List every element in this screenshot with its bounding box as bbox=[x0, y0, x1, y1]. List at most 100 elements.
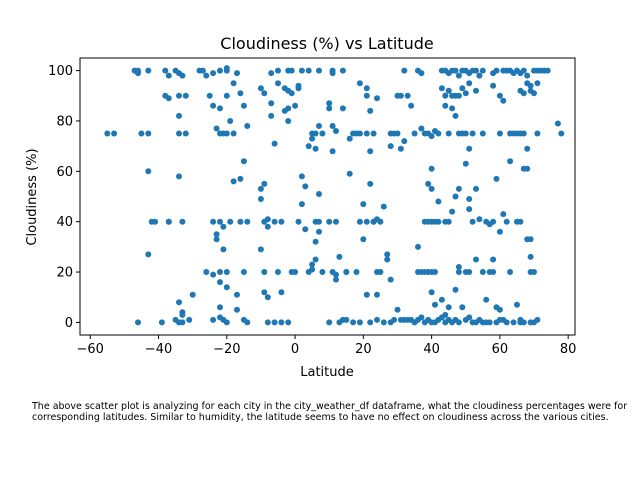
data-point bbox=[387, 143, 394, 150]
data-point bbox=[237, 175, 244, 182]
data-point bbox=[288, 269, 295, 275]
data-point bbox=[329, 148, 336, 155]
data-point bbox=[520, 319, 527, 326]
data-point bbox=[339, 105, 346, 112]
data-point bbox=[278, 289, 285, 296]
data-point bbox=[432, 269, 438, 275]
data-point bbox=[473, 87, 479, 94]
data-point bbox=[223, 319, 230, 326]
data-point bbox=[500, 97, 507, 104]
data-point bbox=[278, 218, 285, 225]
data-point bbox=[179, 72, 186, 79]
data-point bbox=[527, 319, 534, 326]
data-point bbox=[244, 319, 251, 326]
data-point bbox=[217, 279, 223, 286]
data-point bbox=[428, 133, 435, 140]
data-point bbox=[213, 236, 220, 243]
data-point bbox=[527, 253, 534, 260]
data-point bbox=[309, 135, 316, 142]
data-point bbox=[394, 130, 401, 137]
data-point bbox=[449, 208, 456, 215]
data-point bbox=[428, 185, 435, 192]
y-tick-label: 60 bbox=[56, 165, 73, 180]
data-point bbox=[408, 102, 415, 109]
data-point bbox=[264, 294, 271, 301]
data-point bbox=[333, 276, 339, 283]
data-point bbox=[203, 72, 210, 79]
data-point bbox=[326, 100, 333, 107]
data-point bbox=[285, 118, 292, 124]
data-point bbox=[162, 67, 169, 74]
data-point bbox=[176, 92, 182, 99]
plot-frame bbox=[79, 57, 576, 336]
data-point bbox=[380, 203, 387, 210]
data-point bbox=[176, 299, 182, 306]
data-point bbox=[514, 301, 520, 308]
data-point bbox=[493, 175, 500, 182]
data-point bbox=[493, 67, 500, 74]
data-point bbox=[496, 316, 503, 323]
data-point bbox=[261, 289, 268, 296]
data-point bbox=[397, 145, 404, 152]
data-point bbox=[377, 218, 384, 225]
data-point bbox=[455, 269, 462, 275]
data-point bbox=[312, 130, 319, 137]
data-point bbox=[363, 85, 370, 92]
data-point bbox=[452, 112, 459, 119]
data-point bbox=[152, 218, 159, 225]
data-point bbox=[415, 243, 421, 250]
data-point bbox=[295, 218, 302, 225]
data-point bbox=[230, 178, 237, 185]
x-tick-label: 20 bbox=[355, 342, 372, 357]
data-point bbox=[257, 196, 264, 202]
data-point bbox=[281, 107, 288, 114]
data-point bbox=[507, 158, 514, 165]
data-point bbox=[305, 143, 312, 150]
data-point bbox=[500, 211, 507, 218]
y-tick-label: 40 bbox=[56, 215, 73, 230]
data-point bbox=[186, 316, 193, 323]
data-point bbox=[145, 168, 152, 175]
data-point bbox=[182, 92, 189, 99]
data-point bbox=[524, 72, 531, 79]
data-point bbox=[312, 256, 319, 263]
data-point bbox=[534, 130, 541, 137]
data-point bbox=[223, 269, 230, 275]
data-point bbox=[459, 85, 466, 92]
points-layer bbox=[104, 65, 565, 326]
data-point bbox=[217, 304, 223, 311]
data-point bbox=[237, 90, 244, 97]
data-point bbox=[319, 269, 326, 275]
data-point bbox=[329, 70, 336, 77]
data-point bbox=[374, 316, 380, 323]
data-point bbox=[257, 246, 264, 253]
data-point bbox=[466, 314, 473, 321]
data-point bbox=[469, 130, 476, 137]
data-point bbox=[363, 291, 370, 298]
data-point bbox=[527, 82, 534, 89]
data-point bbox=[442, 102, 449, 109]
data-point bbox=[455, 72, 462, 79]
data-point bbox=[333, 128, 339, 134]
data-point bbox=[466, 196, 473, 202]
data-point bbox=[179, 319, 186, 326]
data-point bbox=[534, 80, 541, 87]
data-point bbox=[531, 90, 537, 97]
data-point bbox=[326, 218, 333, 225]
data-point bbox=[377, 269, 384, 275]
data-point bbox=[158, 319, 165, 326]
data-point bbox=[473, 256, 479, 263]
x-tick-label: 60 bbox=[492, 342, 509, 357]
data-point bbox=[507, 269, 514, 275]
data-point bbox=[176, 173, 182, 180]
data-point bbox=[206, 92, 213, 99]
data-point bbox=[418, 314, 425, 321]
data-point bbox=[240, 158, 247, 165]
data-point bbox=[316, 218, 322, 225]
data-point bbox=[360, 236, 367, 243]
data-point bbox=[234, 306, 240, 313]
data-point bbox=[452, 67, 459, 74]
data-point bbox=[442, 92, 449, 99]
data-point bbox=[182, 130, 189, 137]
data-point bbox=[356, 80, 363, 87]
